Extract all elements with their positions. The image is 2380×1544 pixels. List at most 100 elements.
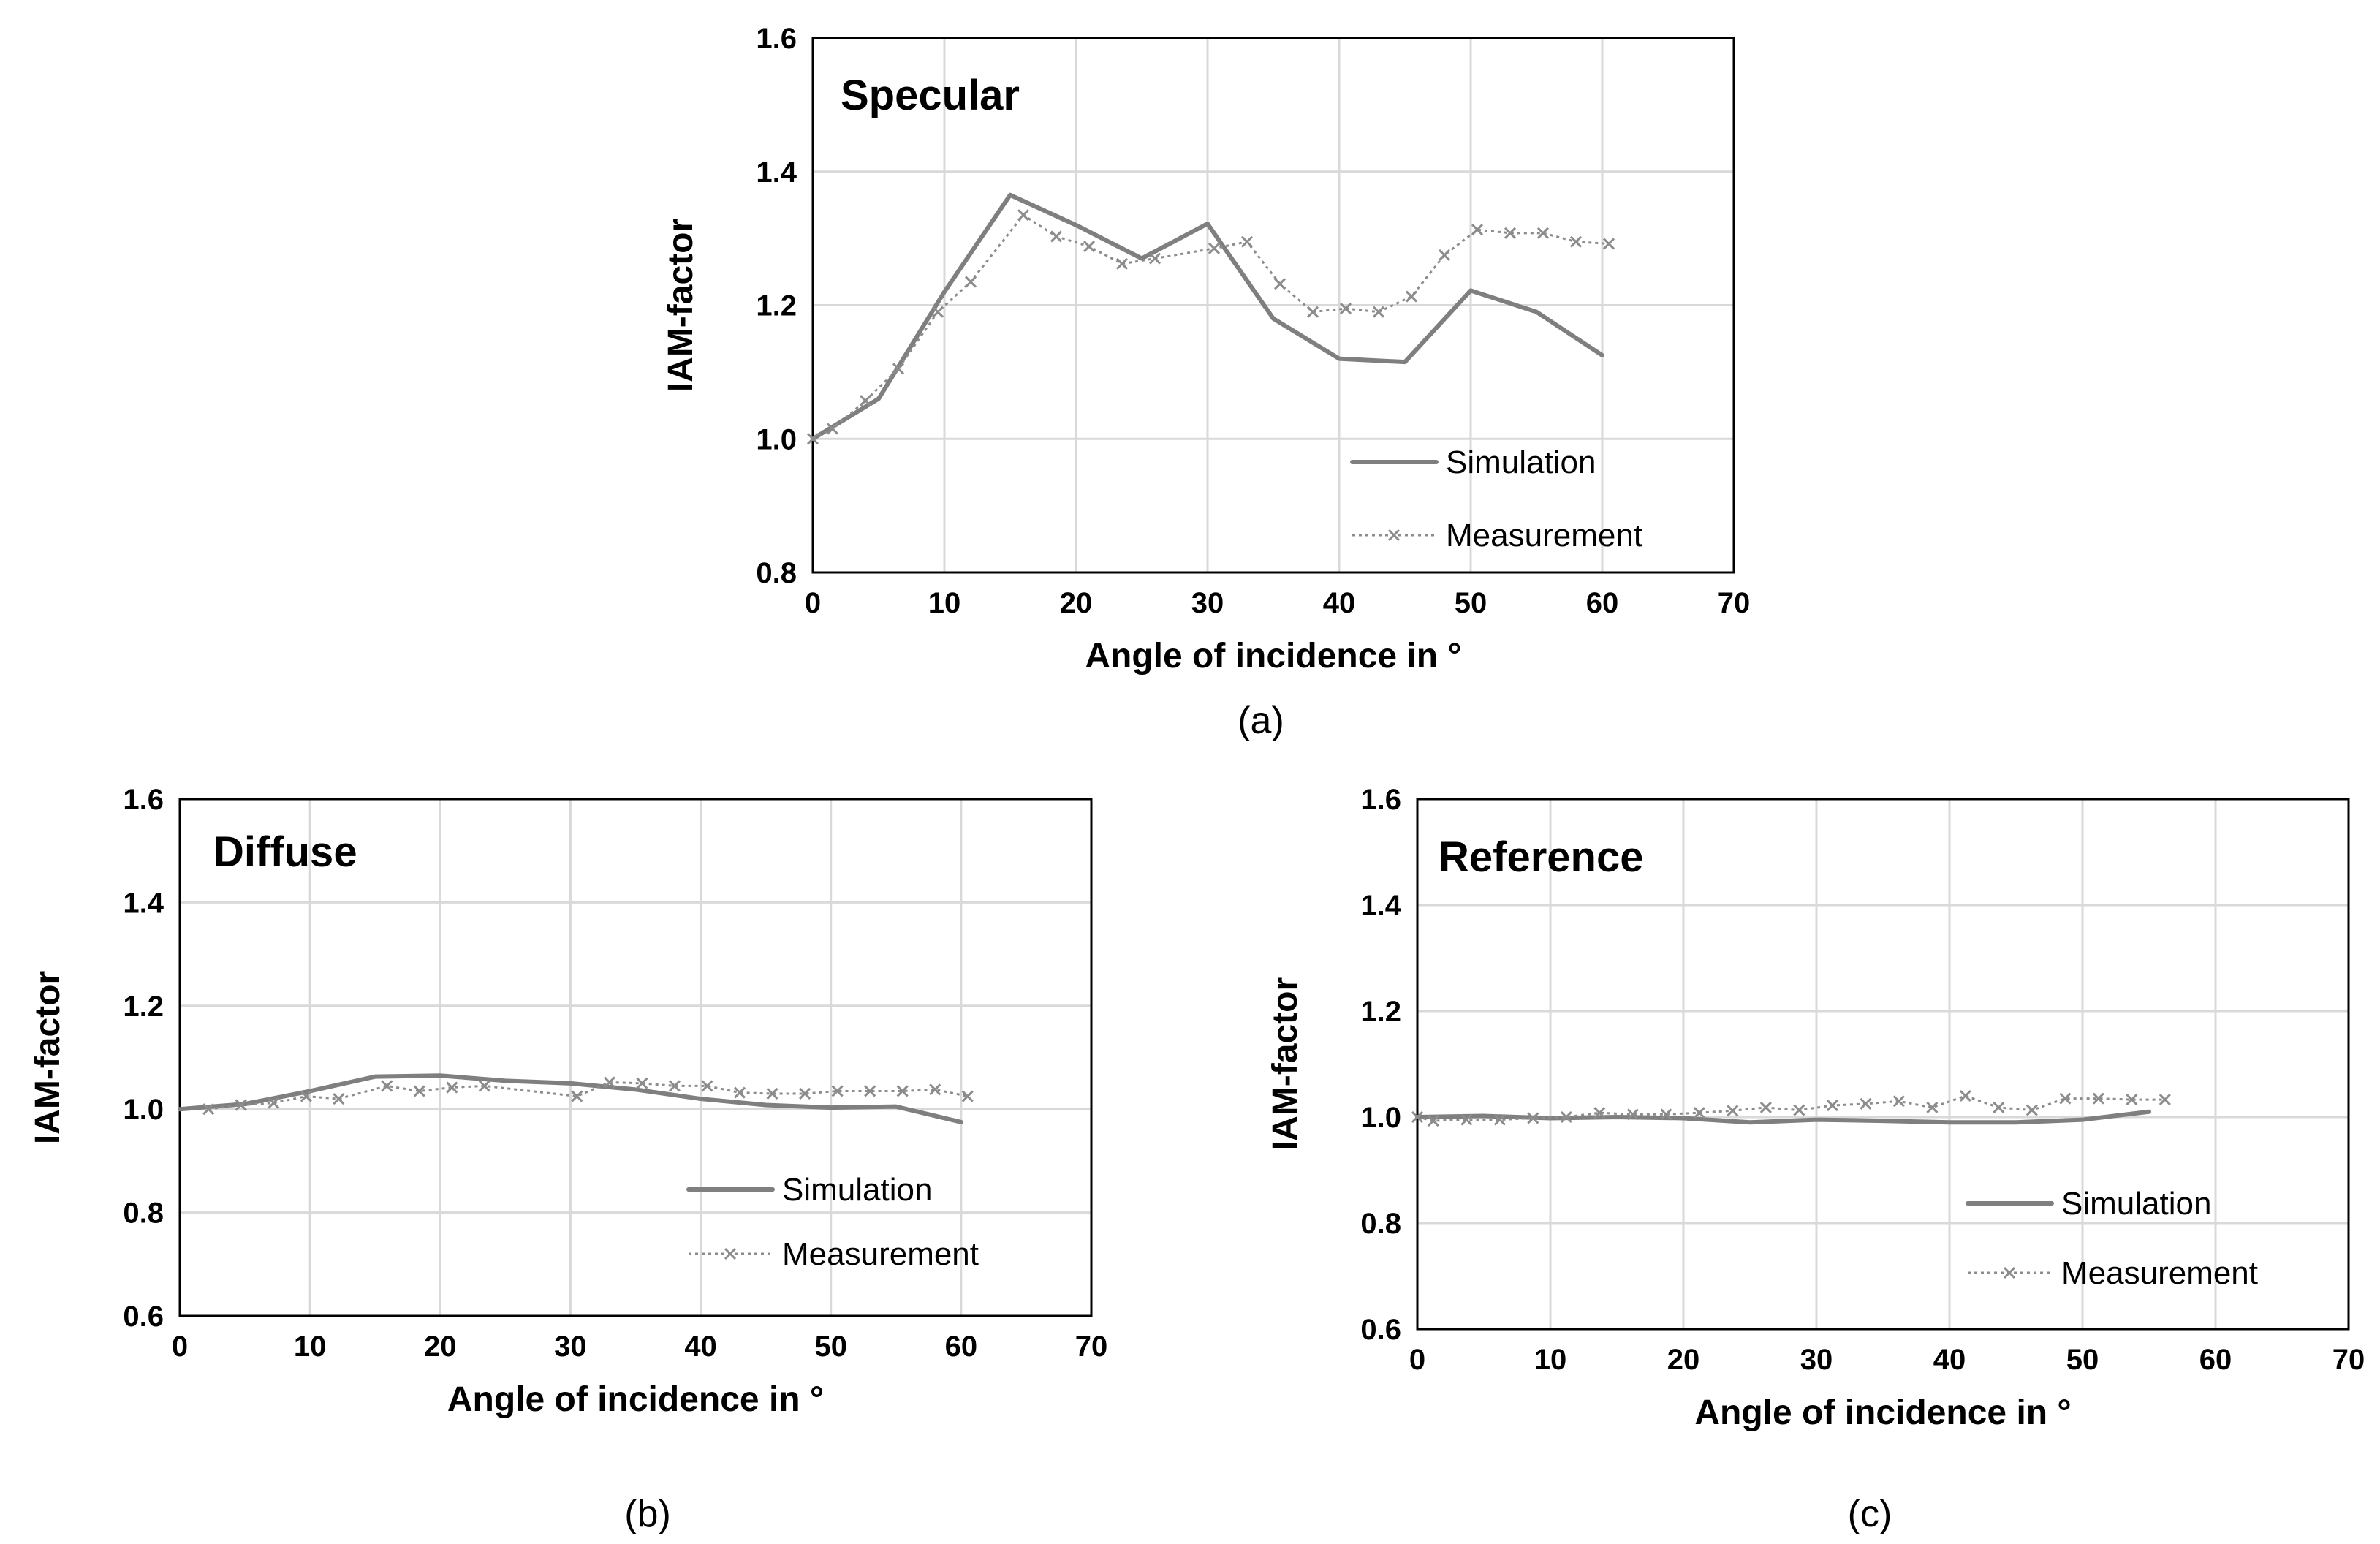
- data-point-measurement: [2025, 1104, 2038, 1116]
- x-axis-title: Angle of incidence in °: [1694, 1393, 2071, 1432]
- data-point-measurement: [1017, 209, 1030, 222]
- data-point-measurement: [603, 1076, 615, 1089]
- data-point-measurement: [1208, 242, 1221, 254]
- x-tick-label: 70: [2332, 1344, 2365, 1376]
- data-point-measurement: [1527, 1112, 1539, 1124]
- series-line-simulation: [1415, 1109, 2151, 1125]
- x-axis-title: Angle of incidence in °: [447, 1380, 824, 1419]
- panel-title: Diffuse: [213, 828, 357, 876]
- data-point-measurement: [1593, 1107, 1606, 1119]
- y-tick-label: 1.2: [756, 290, 797, 322]
- x-tick-label: 30: [1800, 1344, 1833, 1376]
- legend-label-simulation: Simulation: [2061, 1186, 2211, 1222]
- data-point-measurement: [1339, 303, 1352, 315]
- data-point-measurement: [1411, 1110, 1424, 1124]
- y-axis-title: IAM-factor: [1266, 977, 1305, 1151]
- y-tick-label: 1.0: [756, 423, 797, 455]
- data-point-measurement: [1438, 249, 1451, 262]
- y-tick-label: 1.2: [123, 991, 164, 1023]
- data-point-measurement: [799, 1087, 811, 1100]
- data-point-measurement: [1892, 1095, 1905, 1108]
- data-point-measurement: [1306, 306, 1319, 318]
- panel-title: Reference: [1439, 833, 1643, 881]
- series-line-measurement: [1417, 1094, 2165, 1122]
- data-point-measurement: [446, 1081, 458, 1094]
- data-point-measurement: [1926, 1101, 1939, 1114]
- data-point-measurement: [1536, 227, 1550, 239]
- legend-label-measurement: Measurement: [1446, 518, 1642, 553]
- data-point-measurement: [413, 1085, 425, 1097]
- data-point-measurement: [1050, 230, 1063, 243]
- y-tick-label: 0.8: [756, 557, 797, 589]
- data-point-measurement: [1504, 227, 1517, 239]
- x-tick-label: 70: [1075, 1331, 1108, 1363]
- data-point-measurement: [931, 306, 944, 318]
- data-point-measurement: [1826, 1099, 1838, 1112]
- data-point-measurement: [1471, 224, 1484, 236]
- data-point-measurement: [1569, 235, 1583, 248]
- y-tick-label: 0.6: [1360, 1314, 1401, 1346]
- y-tick-label: 1.0: [1360, 1102, 1401, 1134]
- data-point-measurement: [701, 1080, 713, 1092]
- x-tick-label: 20: [1060, 587, 1093, 619]
- y-tick-label: 0.6: [123, 1301, 164, 1333]
- data-point-measurement: [1493, 1113, 1506, 1126]
- data-point-measurement: [929, 1083, 941, 1096]
- data-point-measurement: [1460, 1113, 1473, 1126]
- x-tick-label: 30: [1191, 587, 1224, 619]
- data-point-measurement: [202, 1103, 215, 1116]
- data-point-measurement: [2126, 1094, 2138, 1106]
- panel-caption: (b): [624, 1493, 671, 1535]
- data-point-measurement: [733, 1086, 746, 1099]
- y-tick-label: 1.4: [756, 156, 797, 189]
- y-tick-label: 0.8: [1360, 1208, 1401, 1240]
- y-tick-label: 0.8: [123, 1197, 164, 1230]
- x-tick-label: 40: [1933, 1344, 1966, 1376]
- data-point-measurement: [1759, 1101, 1772, 1114]
- x-tick-label: 60: [945, 1331, 978, 1363]
- x-tick-label: 50: [814, 1331, 847, 1363]
- x-tick-label: 50: [1455, 587, 1488, 619]
- x-tick-label: 20: [1667, 1344, 1700, 1376]
- data-point-measurement: [806, 433, 819, 445]
- data-point-measurement: [1115, 257, 1129, 270]
- series-line-measurement: [208, 1081, 969, 1110]
- data-point-measurement: [478, 1080, 490, 1092]
- data-point-measurement: [1860, 1097, 1872, 1110]
- data-point-measurement: [1793, 1104, 1805, 1116]
- x-tick-label: 60: [2199, 1344, 2232, 1376]
- data-point-measurement: [896, 1085, 909, 1097]
- x-tick-label: 70: [1718, 587, 1751, 619]
- data-point-measurement: [636, 1077, 648, 1089]
- panel-caption: (c): [1848, 1493, 1892, 1535]
- legend: Simulation Measurement: [1350, 444, 1642, 553]
- legend-label-measurement: Measurement: [2061, 1255, 2258, 1291]
- data-point-measurement: [1660, 1108, 1672, 1121]
- data-point-measurement: [1727, 1105, 1739, 1117]
- data-point-measurement: [1560, 1110, 1572, 1124]
- legend: Simulation Measurement: [1966, 1186, 2258, 1291]
- data-point-measurement: [826, 423, 839, 435]
- x-tick-label: 50: [2066, 1344, 2099, 1376]
- panel-caption: (a): [1238, 700, 1284, 742]
- data-point-measurement: [2059, 1092, 2072, 1105]
- x-tick-label: 40: [1323, 587, 1356, 619]
- data-point-measurement: [1148, 252, 1161, 265]
- chart-panel-b: 0 10 20 30 40 50 60 70 0.6 0.8 1.0 1.2 1.4 1.6 Angle o…: [29, 784, 1107, 1535]
- data-point-measurement: [1240, 235, 1254, 248]
- plot-frame: [178, 798, 1093, 1317]
- data-point-measurement: [1083, 241, 1096, 253]
- data-point-measurement: [668, 1080, 681, 1092]
- data-point-measurement: [1405, 290, 1418, 303]
- data-point-measurement: [235, 1099, 247, 1111]
- data-point-measurement: [2159, 1094, 2171, 1106]
- y-tick-label: 1.2: [1360, 996, 1401, 1028]
- data-point-measurement: [1427, 1115, 1439, 1127]
- plot-frame: [1416, 798, 2350, 1331]
- legend: Simulation Measurement: [686, 1172, 979, 1272]
- chart-panel-c: 0 10 20 30 40 50 60 70 0.6 0.8 1.0 1.2 1.4 1.6 Angle o…: [1266, 784, 2365, 1535]
- x-axis-title: Angle of incidence in °: [1085, 637, 1461, 676]
- legend-label-measurement: Measurement: [782, 1236, 979, 1272]
- data-point-measurement: [892, 363, 905, 375]
